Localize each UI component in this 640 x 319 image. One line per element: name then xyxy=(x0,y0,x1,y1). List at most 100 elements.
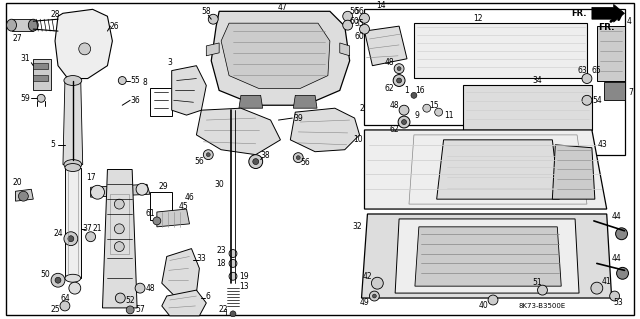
Text: 37: 37 xyxy=(83,224,93,233)
Circle shape xyxy=(582,74,592,84)
Text: 36: 36 xyxy=(131,96,140,105)
Circle shape xyxy=(423,104,431,112)
Circle shape xyxy=(206,153,211,157)
Text: 34: 34 xyxy=(532,76,542,85)
Text: FR.: FR. xyxy=(572,9,587,18)
Circle shape xyxy=(397,78,401,83)
Polygon shape xyxy=(206,43,219,56)
Circle shape xyxy=(488,295,498,305)
Polygon shape xyxy=(293,95,317,108)
Text: 12: 12 xyxy=(474,14,483,23)
Text: 56: 56 xyxy=(349,7,360,16)
Circle shape xyxy=(64,232,78,246)
Text: 22: 22 xyxy=(218,305,228,315)
Text: 46: 46 xyxy=(184,193,195,202)
Text: 13: 13 xyxy=(239,282,249,291)
Polygon shape xyxy=(362,214,612,298)
Text: 56: 56 xyxy=(300,158,310,167)
Text: 39: 39 xyxy=(293,114,303,122)
Circle shape xyxy=(229,272,237,280)
Text: 19: 19 xyxy=(239,272,249,281)
Text: 7: 7 xyxy=(628,88,633,97)
Polygon shape xyxy=(221,23,330,88)
Text: 59: 59 xyxy=(20,94,30,103)
Circle shape xyxy=(229,249,237,257)
Text: 32: 32 xyxy=(353,222,362,231)
Text: 56: 56 xyxy=(355,7,364,16)
Text: 27: 27 xyxy=(13,34,22,43)
Polygon shape xyxy=(12,19,33,31)
Polygon shape xyxy=(91,184,150,197)
Circle shape xyxy=(394,64,404,74)
Circle shape xyxy=(115,199,124,209)
Circle shape xyxy=(538,285,547,295)
Polygon shape xyxy=(63,80,83,165)
Text: 30: 30 xyxy=(214,180,224,189)
Text: 52: 52 xyxy=(125,295,135,305)
Polygon shape xyxy=(597,26,625,80)
Circle shape xyxy=(69,282,81,294)
Ellipse shape xyxy=(64,160,82,169)
Text: 10: 10 xyxy=(353,135,362,144)
Polygon shape xyxy=(162,249,200,298)
Text: 14: 14 xyxy=(376,1,386,10)
Text: 58: 58 xyxy=(202,7,211,16)
Text: 54: 54 xyxy=(592,96,602,105)
Circle shape xyxy=(435,108,443,116)
Polygon shape xyxy=(592,4,625,22)
Ellipse shape xyxy=(65,274,81,282)
Text: 53: 53 xyxy=(614,299,623,308)
Circle shape xyxy=(343,20,353,30)
Text: 48: 48 xyxy=(145,284,155,293)
Polygon shape xyxy=(15,189,33,201)
Text: 55: 55 xyxy=(131,76,140,85)
Text: 42: 42 xyxy=(363,272,372,281)
Circle shape xyxy=(115,242,124,252)
Circle shape xyxy=(343,11,353,21)
Polygon shape xyxy=(211,11,349,105)
Text: 6: 6 xyxy=(206,292,211,300)
Polygon shape xyxy=(33,75,48,80)
Circle shape xyxy=(118,77,126,85)
Text: 56: 56 xyxy=(195,157,204,166)
Circle shape xyxy=(371,277,383,289)
Text: 60: 60 xyxy=(355,32,364,41)
Polygon shape xyxy=(436,140,559,199)
Circle shape xyxy=(208,14,218,24)
Polygon shape xyxy=(365,130,607,209)
Text: 21: 21 xyxy=(93,224,102,233)
Text: 47: 47 xyxy=(278,3,287,12)
Circle shape xyxy=(19,191,28,201)
Polygon shape xyxy=(291,108,360,152)
Circle shape xyxy=(249,155,262,168)
Circle shape xyxy=(296,156,300,160)
Polygon shape xyxy=(55,9,113,78)
Polygon shape xyxy=(162,290,206,316)
Circle shape xyxy=(401,120,406,124)
Circle shape xyxy=(68,236,74,242)
Text: 60: 60 xyxy=(349,17,360,26)
Text: 29: 29 xyxy=(159,182,168,191)
Text: 11: 11 xyxy=(444,111,453,120)
Circle shape xyxy=(135,283,145,293)
Circle shape xyxy=(115,224,124,234)
Text: 38: 38 xyxy=(261,151,271,160)
Bar xyxy=(414,23,587,78)
Polygon shape xyxy=(33,59,51,90)
Text: 20: 20 xyxy=(13,178,22,187)
Text: 57: 57 xyxy=(135,305,145,315)
Text: 64: 64 xyxy=(60,293,70,302)
Bar xyxy=(463,85,592,130)
Ellipse shape xyxy=(65,164,81,172)
Circle shape xyxy=(136,183,148,195)
Text: 44: 44 xyxy=(612,212,621,221)
Text: 35: 35 xyxy=(355,19,364,28)
Circle shape xyxy=(582,95,592,105)
Circle shape xyxy=(372,294,376,298)
Circle shape xyxy=(79,43,91,55)
Circle shape xyxy=(230,311,236,317)
Text: 1: 1 xyxy=(224,309,228,318)
Circle shape xyxy=(253,159,259,165)
Text: 8: 8 xyxy=(143,78,147,87)
Text: 49: 49 xyxy=(360,299,369,308)
